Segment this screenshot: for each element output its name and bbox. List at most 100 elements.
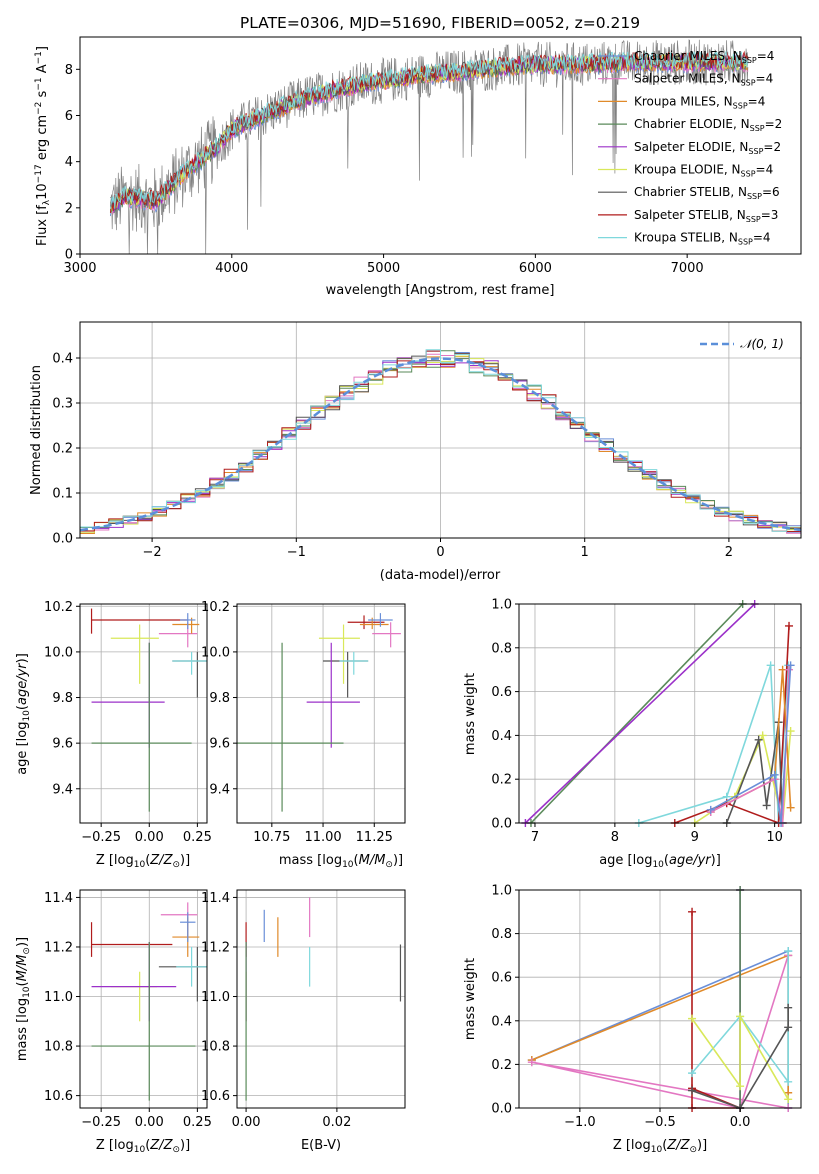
- y-tick-label: 10.8: [201, 1040, 230, 1055]
- y-tick-label: 0.8: [491, 641, 512, 656]
- y-tick-label: 9.4: [52, 782, 73, 797]
- weight-line: [530, 603, 744, 824]
- y-tick-label: 0.2: [491, 1058, 512, 1073]
- plus-marker: [770, 770, 779, 779]
- plus-marker: [736, 1012, 745, 1021]
- x-tick-label: 10: [766, 830, 783, 845]
- x-tick-label: −1: [287, 545, 306, 560]
- y-tick-label: 9.4: [209, 782, 230, 797]
- age-z-xlabel: Z [log10(Z/Z⊙)]: [96, 853, 190, 870]
- plus-marker: [706, 805, 715, 814]
- y-tick-label: 0: [65, 248, 73, 263]
- spectrum-ylabel: Flux [fλ10−17 erg cm−2 s−1 A−1]: [34, 46, 52, 246]
- mass-ebv-xlabel: E(B-V): [301, 1138, 341, 1153]
- y-tick-label: 11.0: [44, 990, 73, 1005]
- histogram-xlabel: (data-model)/error: [380, 568, 501, 583]
- plus-marker: [786, 661, 795, 670]
- x-tick-label: 4000: [215, 261, 248, 276]
- x-tick-label: 0.00: [135, 830, 164, 845]
- spectrum-legend: Chabrier MILES, NSSP=4 Salpeter MILES, NS…: [598, 49, 782, 247]
- legend-entry: Kroupa MILES, NSSP=4: [634, 94, 765, 110]
- x-tick-label: 2: [725, 545, 733, 560]
- x-tick-label: −2: [143, 545, 162, 560]
- histogram-steps: [80, 357, 801, 529]
- x-tick-label: 0.00: [135, 1115, 164, 1130]
- plus-marker: [784, 1095, 793, 1104]
- y-tick-label: 0.8: [491, 927, 512, 942]
- x-tick-label: −0.25: [81, 830, 121, 845]
- y-tick-label: 6: [65, 109, 73, 124]
- plus-marker: [784, 1003, 793, 1012]
- x-tick-label: −0.5: [644, 1115, 676, 1130]
- histogram-ylabel: Normed distribution: [29, 365, 44, 495]
- y-tick-label: 0.6: [491, 971, 512, 986]
- x-tick-label: 11.25: [356, 830, 393, 845]
- plus-marker: [736, 1082, 745, 1091]
- weight-z-xlabel: Z [log10(Z/Z⊙)]: [613, 1138, 707, 1155]
- plus-marker: [762, 801, 771, 810]
- y-tick-label: 9.6: [52, 737, 73, 752]
- x-tick-label: 10.75: [253, 830, 290, 845]
- legend-entry: Salpeter STELIB, NSSP=3: [634, 208, 778, 224]
- legend-entry: Kroupa STELIB, NSSP=4: [634, 231, 771, 247]
- y-tick-label: 0.0: [491, 817, 512, 832]
- y-tick-label: 11.0: [201, 990, 230, 1005]
- y-tick-label: 1.0: [491, 598, 512, 613]
- y-tick-label: 9.8: [209, 691, 230, 706]
- weight-z-ylabel: mass weight: [463, 958, 478, 1040]
- y-tick-label: 0.3: [52, 397, 73, 412]
- x-tick-label: 0.02: [322, 1115, 351, 1130]
- spectrum-title: PLATE=0306, MJD=51690, FIBERID=0052, z=0…: [240, 14, 640, 32]
- mass-z-ylabel: mass [log10(M/M⊙)]: [15, 937, 32, 1061]
- x-tick-label: 3000: [63, 261, 96, 276]
- x-tick-label: 0.0: [730, 1115, 751, 1130]
- y-tick-label: 4: [65, 155, 73, 170]
- model-spectrum-line: [109, 50, 749, 210]
- plus-marker: [785, 665, 794, 674]
- y-tick-label: 9.8: [52, 691, 73, 706]
- x-tick-label: 7000: [671, 261, 704, 276]
- legend-entry: Chabrier MILES, NSSP=4: [634, 49, 774, 65]
- age-vs-metallicity-panel: −0.25 0.00 0.25 9.4 9.6 9.8 10.0 10.2 Z [log10(…: [15, 600, 212, 870]
- y-tick-label: 10.0: [201, 645, 230, 660]
- x-tick-label: 7: [531, 830, 539, 845]
- weight-line: [524, 603, 756, 824]
- x-tick-label: 1: [581, 545, 589, 560]
- y-tick-label: 0.4: [52, 352, 73, 367]
- spectrum-frame: [79, 36, 802, 255]
- x-tick-label: 6000: [519, 261, 552, 276]
- x-tick-label: −1.0: [564, 1115, 596, 1130]
- legend-entry: Salpeter ELODIE, NSSP=2: [634, 140, 781, 156]
- x-tick-label: 0.00: [232, 1115, 261, 1130]
- plus-marker: [786, 803, 795, 812]
- y-tick-label: 10.2: [201, 600, 230, 615]
- plus-marker: [758, 731, 767, 740]
- legend-entry: Chabrier STELIB, NSSP=6: [634, 185, 780, 201]
- weight-vs-age-panel: 7 8 9 10 0.0 0.2 0.4 0.6 0.8 1.0 age [log10(age/y…: [463, 598, 802, 870]
- weight-age-ylabel: mass weight: [463, 673, 478, 755]
- y-tick-label: 10.2: [44, 600, 73, 615]
- x-tick-label: 11.00: [304, 830, 341, 845]
- age-vs-mass-panel: 10.75 11.00 11.25 9.4 9.6 9.8 10.0 10.2 mass [l…: [201, 600, 406, 870]
- weight-line: [674, 625, 790, 825]
- weight-line: [691, 1013, 789, 1100]
- y-tick-label: 8: [65, 63, 73, 78]
- plus-marker: [785, 621, 794, 630]
- y-tick-label: 11.4: [44, 891, 73, 906]
- legend-entry: Salpeter MILES, NSSP=4: [634, 72, 773, 88]
- plus-marker: [754, 735, 763, 744]
- x-tick-label: −0.25: [81, 1115, 121, 1130]
- weight-age-xlabel: age [log10(age/yr)]: [599, 853, 721, 870]
- plus-marker: [688, 1069, 697, 1078]
- legend-entry: Kroupa ELODIE, NSSP=4: [634, 163, 773, 179]
- histogram-legend: 𝒩(0, 1): [700, 337, 784, 351]
- y-tick-label: 0.4: [491, 1014, 512, 1029]
- x-tick-label: 8: [611, 830, 619, 845]
- y-tick-label: 0.1: [52, 487, 73, 502]
- plus-marker: [688, 1086, 697, 1095]
- age-z-ylabel: age [log10(age/yr)]: [15, 653, 32, 775]
- plus-marker: [784, 1077, 793, 1086]
- mass-vs-extinction-panel: 0.00 0.02 10.6 10.8 11.0 11.2 11.4 E(B-V): [201, 889, 406, 1153]
- x-tick-label: 5000: [367, 261, 400, 276]
